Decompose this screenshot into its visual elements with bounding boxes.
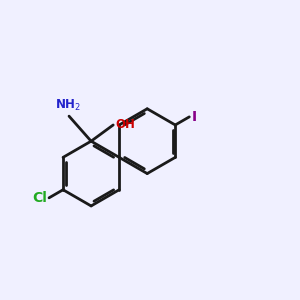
Text: NH$_2$: NH$_2$	[55, 98, 80, 112]
Text: OH: OH	[116, 118, 135, 131]
Text: Cl: Cl	[32, 191, 47, 205]
Text: I: I	[192, 110, 197, 124]
